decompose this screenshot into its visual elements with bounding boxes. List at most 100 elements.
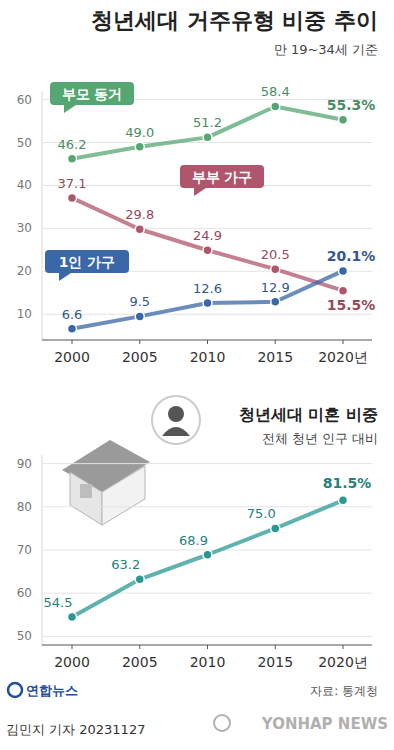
data-label: 20.5 [261,247,290,262]
wall [102,466,145,525]
point [203,299,212,308]
data-label: 75.0 [247,506,276,521]
data-label: 46.2 [58,137,87,152]
y-tick-label: 90 [17,457,32,471]
grid-line [42,314,372,315]
point [271,524,280,533]
y-tick-label: 50 [17,136,32,150]
line [72,271,343,329]
line [72,106,343,158]
legend-box [180,165,264,188]
point [68,154,77,163]
credit: 김민지 기자 20231127 [6,722,145,737]
legend-box [45,250,129,273]
legend-box [50,82,134,105]
point [271,297,280,306]
y-tick-label: 60 [17,586,32,600]
point [339,286,348,295]
x-tick [139,645,140,649]
point [339,496,348,505]
point [135,575,144,584]
y-tick-label: 60 [17,93,32,107]
window [80,484,92,498]
point [135,312,144,321]
marks [68,496,348,622]
grid-line [42,463,372,464]
line [72,198,343,291]
legend-pointer [194,188,206,196]
wall [70,472,102,525]
watermark-mark [214,715,230,731]
legend-label: 1인 가구 [59,254,116,270]
x-tick [275,340,276,344]
chart: 청년세대 거주유형 비중 추이만 19~34세 기준10203040506020… [17,8,378,365]
point [203,133,212,142]
y-tick-label: 40 [17,178,32,192]
legend-pointer [59,273,71,281]
source: 자료: 통계청 [310,684,378,698]
x-tick [343,645,344,649]
data-label: 12.9 [261,280,290,295]
legend-callout: 부부 가구 [180,165,264,196]
data-label: 54.5 [44,595,73,610]
person-head [168,406,184,422]
data-label: 81.5% [323,475,372,491]
x-tick [207,645,208,649]
x-tick-label: 2005 [122,349,158,365]
data-label: 55.3% [327,97,376,113]
watermark: YONHAP NEWS [261,715,388,733]
x-tick [72,645,73,649]
infographic: 청년세대 거주유형 비중 추이만 19~34세 기준10203040506020… [0,0,394,750]
data-label: 68.9 [179,533,208,548]
x-tick [72,340,73,344]
data-label: 37.1 [58,176,87,191]
title: 청년세대 거주유형 비중 추이 [91,8,378,33]
point [68,612,77,621]
person-body [162,427,190,436]
x-tick [343,340,344,344]
y-tick-label: 10 [17,307,32,321]
logo-mark [8,683,22,697]
data-label: 58.4 [261,84,290,99]
data-label: 9.5 [129,294,150,309]
point [271,265,280,274]
chart: 청년세대 미혼 비중전체 청년 인구 대비5060708090200020052… [17,396,378,670]
line [72,500,343,617]
data-label: 63.2 [111,557,140,572]
point [135,225,144,234]
footer: 연합뉴스 자료: 통계청김민지 기자 20231127 YONHAP NEWS [6,683,388,737]
data-label: 12.6 [193,281,222,296]
subtitle: 전체 청년 인구 대비 [262,431,378,446]
labels: 54.5 63.2 68.9 75.0 81.5% [44,475,372,610]
data-label: 29.8 [125,207,154,222]
x-tick [207,340,208,344]
x-tick-label: 2020년 [318,349,368,365]
x-tick [275,645,276,649]
x-tick-label: 2010 [190,349,226,365]
point [135,142,144,151]
y-tick-label: 30 [17,221,32,235]
house-icon [62,396,200,525]
point [339,266,348,275]
data-label: 15.5% [327,297,376,313]
x-tick-label: 2010 [190,654,226,670]
point [203,550,212,559]
y-tick-label: 20 [17,264,32,278]
legend-callout: 1인 가구 [45,250,129,281]
marks [68,102,348,333]
legend-callout: 부모 동거 [50,82,134,113]
x-tick-label: 2000 [54,654,90,670]
grid-line [42,593,372,594]
y-tick-label: 80 [17,500,32,514]
labels: 46.249.051.258.455.3%부모 동거37.129.824.920… [45,82,375,322]
x-tick-label: 2020년 [318,654,368,670]
y-tick-label: 50 [17,629,32,643]
y-axis-line [42,91,43,340]
data-label: 51.2 [193,115,222,130]
point [339,115,348,124]
legend-label: 부부 가구 [192,169,253,185]
point [68,193,77,202]
logo-text: 연합뉴스 [26,683,78,698]
legend-label: 부모 동거 [62,86,123,102]
data-label: 24.9 [193,228,222,243]
